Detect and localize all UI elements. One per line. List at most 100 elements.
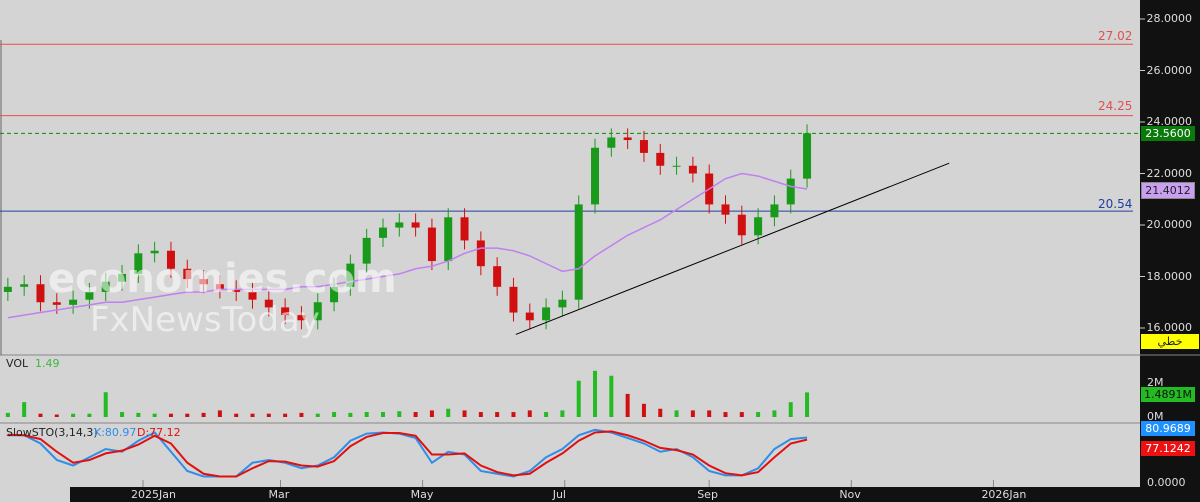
candle [493,266,502,287]
ma-value-tag: 21.4012 [1141,182,1195,199]
volume-bar [364,412,369,417]
candle [623,137,632,141]
volume-value: 1.49 [35,357,60,370]
candle [134,253,143,274]
candle [607,137,616,148]
candle [297,315,306,321]
volume-bar [625,393,630,417]
candle [20,284,29,287]
stoch-d-label: D:77.12 [137,426,181,439]
candle [803,133,812,179]
candle [264,299,273,308]
price-tick-label: 16.0000 [1146,321,1193,334]
candle [786,178,795,205]
volume-bar [54,414,59,417]
volume-title: VOL [6,357,29,370]
candle [118,273,127,282]
level-label-2: 24.25 [1098,99,1133,113]
candle [330,286,339,303]
price-tick-label: 28.0000 [1146,12,1193,25]
candle [313,302,322,321]
candle [639,140,648,153]
price-axis-background [1140,0,1200,502]
volume-bar [576,380,581,417]
candle [52,302,61,305]
volume-bar [772,410,777,417]
volume-bar [462,410,467,417]
volume-bar [22,402,27,417]
date-tick-label: Sep [697,488,718,501]
candle [542,307,551,321]
stoch-title: SlowSTO(3,14,3) [6,426,98,439]
stoch-d-line [7,430,808,478]
stoch-axis-label: 0.0000 [1147,476,1186,489]
date-tick-label: May [410,488,434,501]
price-tick-label: 18.0000 [1146,269,1193,283]
volume-bar [544,412,549,417]
candle [232,289,241,292]
volume-bar [446,408,451,417]
candle [688,165,697,174]
stoch-k-label: K:80.97 [94,426,137,439]
candle [199,279,208,285]
volume-bar [152,413,157,417]
candle [411,222,420,228]
price-tick-label: 22.0000 [1146,166,1193,180]
candle [672,165,681,167]
price-tick-label: 24.0000 [1146,115,1193,128]
volume-bar [788,402,793,417]
volume-bar [348,412,353,417]
candle [362,237,371,264]
last-price-tag: 23.5600 [1141,126,1195,141]
volume-bar [478,412,483,417]
candle [378,227,387,238]
candle [346,263,355,287]
candle [460,217,469,241]
candle [3,286,12,292]
volume-bar [120,412,125,417]
stoch-d-tag: 77.1242 [1141,441,1195,456]
date-tick-label: Nov [839,488,861,501]
volume-tag: 1.4891M [1141,387,1195,402]
volume-bar [658,408,663,417]
volume-bar [429,410,434,417]
volume-bar [707,410,712,417]
candle [69,299,78,305]
price-tick-label: 26.0000 [1146,63,1193,77]
volume-bar [511,412,516,417]
candle [754,217,763,236]
volume-bar [380,412,385,417]
date-tick-label: 2025Jan [131,488,176,501]
volume-bar [234,413,239,417]
corner [0,487,70,502]
candle [248,291,257,300]
level-label-3: 20.54 [1098,197,1133,211]
candle [770,204,779,218]
candle [36,284,45,303]
date-tick-label: Mar [268,488,290,501]
candle [525,312,534,321]
volume-bar [283,413,288,417]
volume-bar [495,412,500,417]
volume-bar [690,410,695,417]
volume-bar [739,412,744,417]
volume-bar [315,413,320,417]
candle [101,281,110,292]
candle [281,307,290,316]
stoch-k-tag: 80.9689 [1141,421,1195,436]
volume-bar [299,412,304,417]
volume-bar [71,413,76,417]
volume-bar [332,412,337,417]
candle [476,240,485,267]
volume-tick-2m: 2M [1147,376,1164,389]
candle [509,286,518,313]
chart-style-tag[interactable]: خطي [1141,334,1199,349]
candle [721,204,730,215]
candle [591,147,600,205]
volume-bar [87,413,92,417]
candle [85,291,94,300]
volume-bar [136,412,141,417]
moving-average-line [7,172,808,319]
volume-bar [266,413,271,417]
